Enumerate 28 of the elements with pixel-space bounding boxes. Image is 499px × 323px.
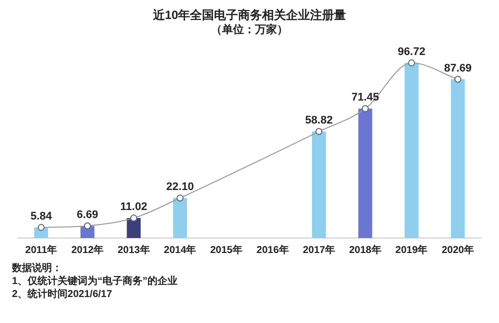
- bar: [173, 198, 187, 238]
- bar: [312, 132, 326, 238]
- bar: [450, 79, 465, 238]
- data-label: 96.72: [398, 46, 426, 58]
- data-label: 71.45: [351, 92, 380, 104]
- x-tick-label: 2019年: [395, 244, 428, 256]
- data-label: 6.69: [76, 208, 98, 221]
- x-tick-label: 2020年: [442, 244, 474, 256]
- data-label: 5.84: [30, 210, 53, 222]
- x-tick-label: 2012年: [71, 244, 104, 256]
- bar: [404, 62, 418, 238]
- x-tick-label: 2018年: [349, 244, 382, 256]
- chart-title: 近10年全国电子商务相关企业注册量: [152, 8, 348, 23]
- text: 数据说明：: [12, 262, 63, 275]
- x-tick-label: 2014年: [164, 244, 196, 256]
- data-label: 22.10: [166, 181, 194, 193]
- text: 1、仅统计关键词为“电子商务”的企业: [12, 275, 179, 288]
- x-tick-label: 2016年: [256, 244, 289, 256]
- text: 2、统计时间2021/6/17: [12, 288, 114, 301]
- data-label: 87.69: [444, 62, 472, 74]
- x-tick-label: 2015年: [210, 244, 242, 256]
- bar: [358, 108, 372, 238]
- x-tick-label: 2017年: [302, 244, 336, 256]
- x-tick-label: 2013年: [118, 244, 150, 256]
- chart-subtitle: （单位：万家）: [210, 23, 289, 37]
- data-label: 58.82: [305, 114, 333, 127]
- x-tick-label: 2011年: [25, 244, 57, 256]
- data-label: 11.02: [120, 201, 148, 214]
